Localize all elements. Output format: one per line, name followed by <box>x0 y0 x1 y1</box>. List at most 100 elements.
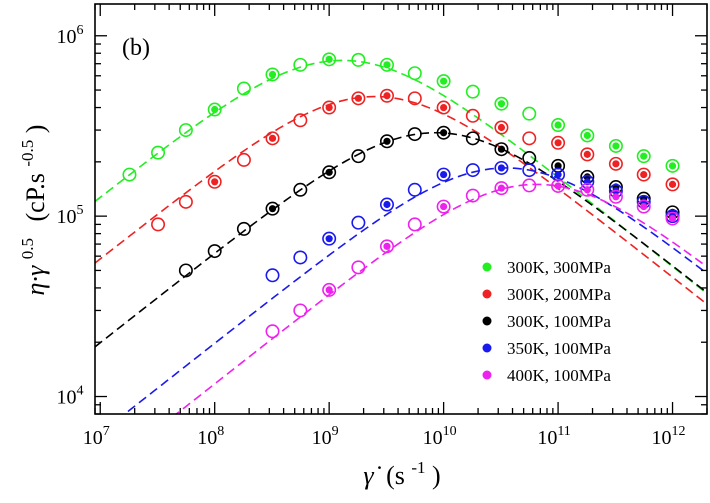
data-point-ring <box>351 149 366 164</box>
data-point <box>322 100 337 115</box>
data-point-ring <box>293 250 308 265</box>
data-point <box>293 250 308 265</box>
data-point <box>608 156 623 171</box>
data-point <box>494 160 509 175</box>
data-point-dot <box>325 103 333 112</box>
data-point-dot <box>497 184 506 192</box>
data-point-dot <box>583 131 591 140</box>
data-point <box>407 182 422 197</box>
data-point <box>580 182 595 197</box>
data-point-ring <box>465 188 480 203</box>
data-point <box>636 149 651 164</box>
data-point <box>265 201 280 216</box>
plot-frame <box>94 3 708 415</box>
data-point <box>407 66 422 81</box>
data-point-dot <box>668 214 677 223</box>
data-point-ring <box>436 100 451 115</box>
data-point-ring <box>522 163 537 178</box>
data-point-ring <box>522 131 537 146</box>
data-point-ring <box>265 131 280 146</box>
fit-curve-1 <box>95 95 707 305</box>
legend-item: 300K, 300MPa <box>482 258 611 277</box>
data-point-dot <box>440 77 448 85</box>
data-point-ring <box>379 57 394 72</box>
x-tick-label: 1012 <box>652 424 686 449</box>
fit-curve-4 <box>175 183 707 414</box>
data-point-ring <box>322 165 337 180</box>
data-point-dot <box>440 202 448 211</box>
data-point-dot <box>268 70 277 79</box>
data-point-dot <box>640 202 648 211</box>
data-point-ring <box>494 160 509 175</box>
data-point-ring <box>151 145 166 160</box>
y-axis-unit-close: ) <box>21 125 50 134</box>
data-point-ring <box>379 197 394 212</box>
data-point-ring <box>293 57 308 72</box>
data-point-dot <box>583 186 591 194</box>
data-point-ring <box>436 199 451 214</box>
data-point <box>293 57 308 72</box>
data-point <box>178 263 193 278</box>
data-point-ring <box>322 100 337 115</box>
data-point <box>265 67 280 82</box>
data-point-ring <box>293 113 308 128</box>
data-point-dot <box>612 193 620 201</box>
data-point-dot <box>383 61 391 69</box>
x-axis-unit-close: ) <box>432 461 441 490</box>
x-axis-unit-open: (s <box>386 461 405 490</box>
data-point-dot <box>497 100 506 108</box>
data-point <box>494 142 509 157</box>
axis-tick-labels: 107 108 109 1010 1011 1012 104 105 106 <box>57 23 686 449</box>
legend-marker <box>482 370 492 380</box>
legend-marker <box>482 343 492 353</box>
data-point <box>407 217 422 232</box>
x-tick-label: 107 <box>83 424 110 449</box>
axis-ticks <box>94 4 708 415</box>
data-point-ring <box>608 138 623 153</box>
data-point <box>351 91 366 106</box>
data-points <box>122 52 680 339</box>
data-point-dot <box>497 123 506 132</box>
data-point <box>494 120 509 135</box>
data-point-dot <box>554 121 562 129</box>
data-point <box>236 152 251 167</box>
data-point-ring <box>178 194 193 209</box>
data-point <box>322 52 337 67</box>
data-point-ring <box>236 81 251 96</box>
data-point <box>379 88 394 103</box>
y-axis-title: η·γ 0.5 (cP.s -0.5 ) <box>10 125 50 296</box>
data-point <box>151 217 166 232</box>
data-point <box>465 108 480 123</box>
data-point <box>265 131 280 146</box>
data-point <box>494 181 509 196</box>
data-point <box>293 182 308 197</box>
fit-curve-2 <box>95 131 707 348</box>
data-point-ring <box>580 147 595 162</box>
data-point-ring <box>293 182 308 197</box>
data-point <box>636 167 651 182</box>
data-point-ring <box>265 268 280 283</box>
data-point-dot <box>668 162 677 170</box>
x-axis-unit-exp: -1 <box>411 458 425 477</box>
legend-marker <box>482 316 492 326</box>
data-point-dot <box>325 286 333 294</box>
data-point-dot <box>554 182 562 190</box>
data-point-ring <box>551 135 566 150</box>
data-point <box>207 102 222 117</box>
data-point <box>608 189 623 204</box>
data-point-ring <box>494 120 509 135</box>
data-point-ring <box>465 84 480 99</box>
data-point-ring <box>465 131 480 146</box>
data-point-ring <box>494 181 509 196</box>
panel-label: (b) <box>122 35 150 61</box>
x-tick-label: 108 <box>197 424 224 449</box>
data-point-ring <box>436 167 451 182</box>
data-point <box>580 147 595 162</box>
data-point <box>379 134 394 149</box>
data-point-dot <box>383 242 391 250</box>
data-point-ring <box>551 178 566 193</box>
data-point-ring <box>207 102 222 117</box>
legend-marker <box>482 262 492 272</box>
